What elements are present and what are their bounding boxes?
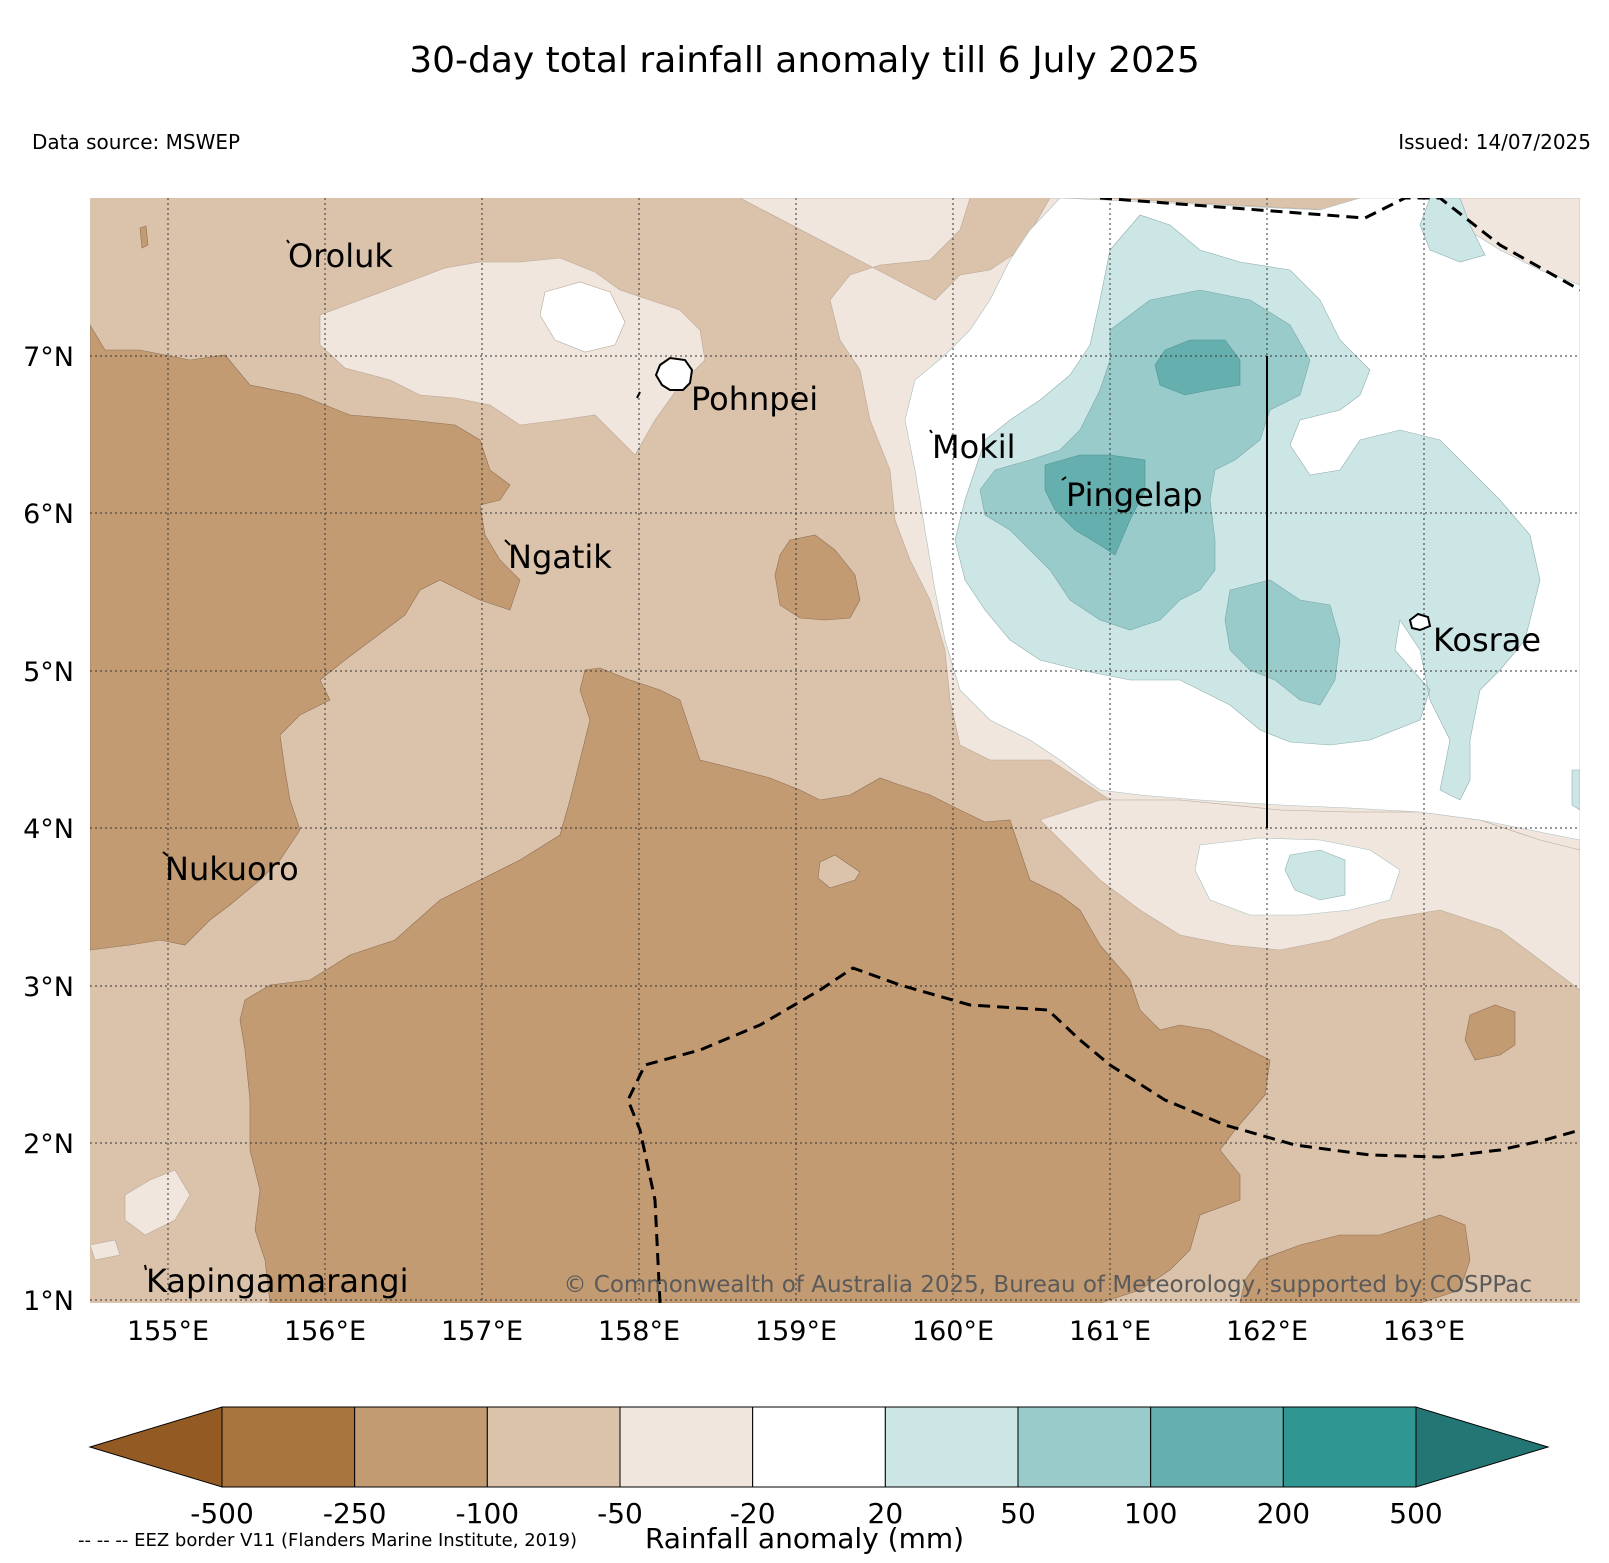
lon-label-161e: 161°E (1069, 1316, 1151, 1347)
place-label-pingelap: Pingelap (1066, 476, 1203, 514)
colorbar-label: Rainfall anomaly (mm) (644, 1522, 965, 1555)
lon-label-155e: 155°E (127, 1316, 209, 1347)
colorbar-tick-label: -500 (190, 1497, 254, 1530)
lon-label-157e: 157°E (441, 1316, 523, 1347)
lat-label-1n: 1°N (23, 1286, 74, 1317)
fill-minus20-plus20 (539, 281, 626, 353)
colorbar-bin (354, 1406, 488, 1488)
colorbar-tick-label: -20 (730, 1497, 776, 1530)
colorbar-tick-label: 100 (1124, 1497, 1177, 1530)
colorbar-bin (1150, 1406, 1284, 1488)
pohnpei-island-outline (654, 356, 694, 391)
colorbar-bin (752, 1406, 886, 1488)
place-label-kosrae: Kosrae (1433, 621, 1541, 659)
lon-label-160e: 160°E (912, 1316, 994, 1347)
eez-border-south (626, 966, 1580, 1303)
latitude-labels: 7°N 6°N 5°N 4°N 3°N 2°N 1°N (23, 342, 74, 1317)
colorbar-bin (884, 1406, 1019, 1488)
colorbar-tick-label: -50 (597, 1497, 643, 1530)
eez-borders (626, 198, 1580, 1303)
colorbar-tick-label: -250 (323, 1497, 387, 1530)
fill-minus250-minus100 (90, 324, 521, 951)
data-source-label: Data source: MSWEP (32, 130, 241, 154)
place-label-ngatik: Ngatik (508, 538, 612, 576)
place-label-pohnpei: Pohnpei (691, 380, 818, 418)
place-label-mokil: Mokil (932, 428, 1016, 466)
colorbar-tick-label: 500 (1389, 1497, 1442, 1530)
fill-plus20-plus50 (954, 214, 1541, 801)
kosrae-island-outline (1408, 612, 1432, 632)
colorbar-tick-label: 50 (1000, 1497, 1036, 1530)
colorbar-bin (486, 1406, 621, 1488)
colorbar-tick-label: -100 (456, 1497, 520, 1530)
lat-label-7n: 7°N (23, 342, 74, 373)
colorbar-bin (619, 1406, 754, 1488)
lat-label-5n: 5°N (23, 657, 74, 688)
fill-plus100-plus200 (1154, 339, 1241, 396)
lon-label-159e: 159°E (755, 1316, 837, 1347)
rainfall-anomaly-map: Oroluk Pohnpei Mokil Pingelap Ngatik Kos… (23, 198, 1580, 1347)
eez-legend-note: -- -- -- EEZ border V11 (Flanders Marine… (78, 1530, 578, 1551)
colorbar-extension-low (88, 1406, 223, 1488)
lon-label-163e: 163°E (1383, 1316, 1465, 1347)
lat-label-4n: 4°N (23, 814, 74, 845)
colorbar-bin (1017, 1406, 1152, 1488)
lat-label-2n: 2°N (23, 1129, 74, 1160)
place-label-nukuoro: Nukuoro (165, 850, 299, 888)
lon-label-162e: 162°E (1226, 1316, 1308, 1347)
lat-label-3n: 3°N (23, 972, 74, 1003)
place-label-oroluk: Oroluk (288, 237, 393, 275)
map-title: 30-day total rainfall anomaly till 6 Jul… (409, 40, 1200, 81)
map-gridlines (90, 198, 1580, 1303)
colorbar-extension-high (1415, 1406, 1550, 1488)
copyright-notice: © Commonwealth of Australia 2025, Bureau… (563, 1272, 1532, 1298)
lon-label-158e: 158°E (598, 1316, 680, 1347)
colorbar-bin (1282, 1406, 1417, 1488)
place-label-kapingamarangi: Kapingamarangi (146, 1262, 408, 1300)
place-labels: Oroluk Pohnpei Mokil Pingelap Ngatik Kos… (146, 237, 1541, 1300)
colorbar-tick-label: 200 (1257, 1497, 1310, 1530)
lat-label-6n: 6°N (23, 499, 74, 530)
issued-date-label: Issued: 14/07/2025 (1398, 130, 1591, 154)
longitude-labels: 155°E 156°E 157°E 158°E 159°E 160°E 161°… (127, 1316, 1465, 1347)
atoll-markers (144, 239, 1067, 1271)
colorbar-bin (221, 1406, 356, 1488)
lon-label-156e: 156°E (284, 1316, 366, 1347)
colorbar-tick-label: 20 (868, 1497, 904, 1530)
